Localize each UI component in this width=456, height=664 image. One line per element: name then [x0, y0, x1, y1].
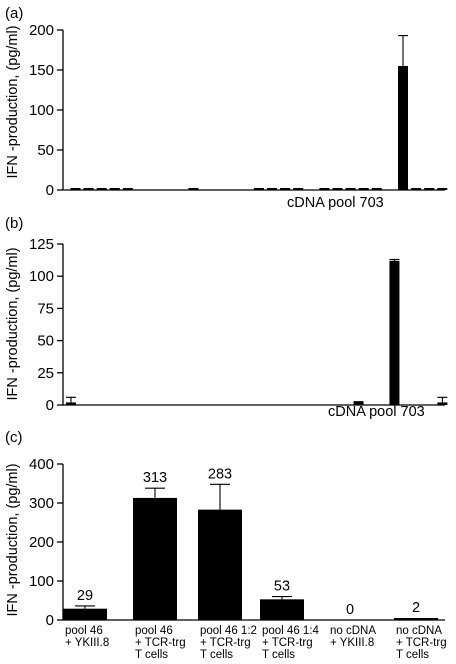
panel-a-bar	[319, 188, 330, 190]
panel-b-error-bar	[66, 396, 76, 403]
panel-a-bar	[371, 188, 382, 190]
panel-b-y-tick-label: 75	[37, 300, 54, 317]
panel-b-y-tick-label: 100	[29, 268, 54, 285]
panel-a-bar	[122, 188, 133, 190]
panel-b-y-tick-label: 0	[46, 397, 54, 414]
panel-c-data-label: 2	[412, 600, 420, 616]
panel-c-data-label: 29	[77, 588, 93, 604]
panel-a-bar	[253, 188, 264, 190]
panel-c-y-tick-label: 400	[29, 456, 54, 473]
panel-a: (a) IFN -production, (pg/ml) 0 50 100 150 20…	[5, 5, 448, 211]
panel-a-bar	[411, 188, 422, 190]
panel-a-bar	[345, 188, 356, 190]
panel-a-bar	[398, 66, 408, 190]
panel-c-category-label: pool 46 1:4 + TCR-trg T cells	[262, 625, 320, 661]
panel-c-data-label: 0	[346, 602, 354, 618]
panel-c-label: (c)	[5, 429, 23, 446]
panel-c-y-tick-label: 200	[29, 534, 54, 551]
panel-c-bar	[394, 618, 438, 620]
panel-a-bar	[188, 188, 199, 190]
panel-a-bar	[332, 188, 343, 190]
panel-b-y-tick-label: 125	[29, 236, 54, 253]
panel-a-bar	[280, 188, 291, 190]
panel-c-bar	[63, 608, 107, 620]
panel-c-bar	[260, 599, 304, 620]
panel-c-category-label: pool 46 1:2 + TCR-trg T cells	[200, 625, 257, 661]
panel-b-bar	[389, 260, 400, 405]
panel-c-error-bar	[145, 487, 165, 498]
panel-c-category-label: no cDNA + TCR-trg T cells	[396, 625, 447, 661]
panel-a-bar	[70, 188, 81, 190]
panel-a-bar	[293, 188, 304, 190]
panel-b-error-bar	[389, 258, 400, 261]
panel-a-annotation: cDNA pool 703	[287, 195, 384, 211]
panel-a-y-tick-label: 150	[29, 62, 54, 79]
panel-b-y-axis-label: IFN -production, (pg/ml)	[5, 247, 21, 400]
panel-c-y-tick-label: 0	[46, 612, 54, 629]
panel-a-y-tick-label: 100	[29, 102, 54, 119]
panel-a-bar	[267, 188, 277, 190]
panel-b-annotation: cDNA pool 703	[328, 404, 425, 420]
panel-a-bar	[96, 188, 107, 190]
panel-c-category-label: no cDNA + YKIII.8	[330, 625, 376, 649]
panel-b-label: (b)	[5, 215, 23, 232]
panel-b-bar	[66, 402, 76, 405]
panel-b: (b) IFN -production, (pg/ml) 0 25 50 75 100 1…	[5, 215, 448, 420]
panel-a-bar	[424, 188, 435, 190]
panel-a-label: (a)	[5, 5, 23, 22]
panel-c-category-label: pool 46 + YKIII.8	[65, 625, 109, 649]
panel-c-error-bar	[272, 596, 292, 600]
panel-c: (c) IFN -production, (pg/ml) 0 100 200 300 4…	[5, 429, 447, 661]
panel-b-y-tick-label: 50	[37, 333, 54, 350]
panel-a-bar	[83, 188, 94, 190]
panel-b-bar	[437, 402, 448, 405]
panel-a-y-tick-label: 200	[29, 22, 54, 39]
panel-b-y-tick-label: 25	[37, 365, 54, 382]
panel-c-data-label: 313	[143, 470, 167, 486]
panel-c-bar	[133, 497, 177, 620]
panel-a-error-bar	[398, 35, 408, 66]
panel-a-y-axis-label: IFN -production, (pg/ml)	[5, 25, 21, 178]
panel-a-bar	[358, 188, 369, 190]
panel-c-data-label: 283	[208, 466, 232, 482]
panel-a-y-tick-label: 50	[37, 142, 54, 159]
panel-c-bar	[198, 509, 242, 620]
panel-c-category-label: pool 46 + TCR-trg T cells	[135, 625, 186, 661]
panel-a-bar	[437, 188, 448, 190]
panel-c-data-label: 53	[274, 579, 290, 595]
panel-a-bar	[109, 188, 120, 190]
panel-c-error-bar	[210, 483, 230, 510]
panel-c-y-tick-label: 300	[29, 495, 54, 512]
panel-b-error-bar	[437, 396, 448, 403]
panel-c-y-axis-label: IFN -production, (pg/ml)	[5, 463, 21, 616]
panel-c-y-tick-label: 100	[29, 573, 54, 590]
panel-b-bar	[353, 401, 364, 405]
panel-c-error-bar	[75, 605, 95, 609]
panel-a-y-tick-label: 0	[46, 182, 54, 199]
